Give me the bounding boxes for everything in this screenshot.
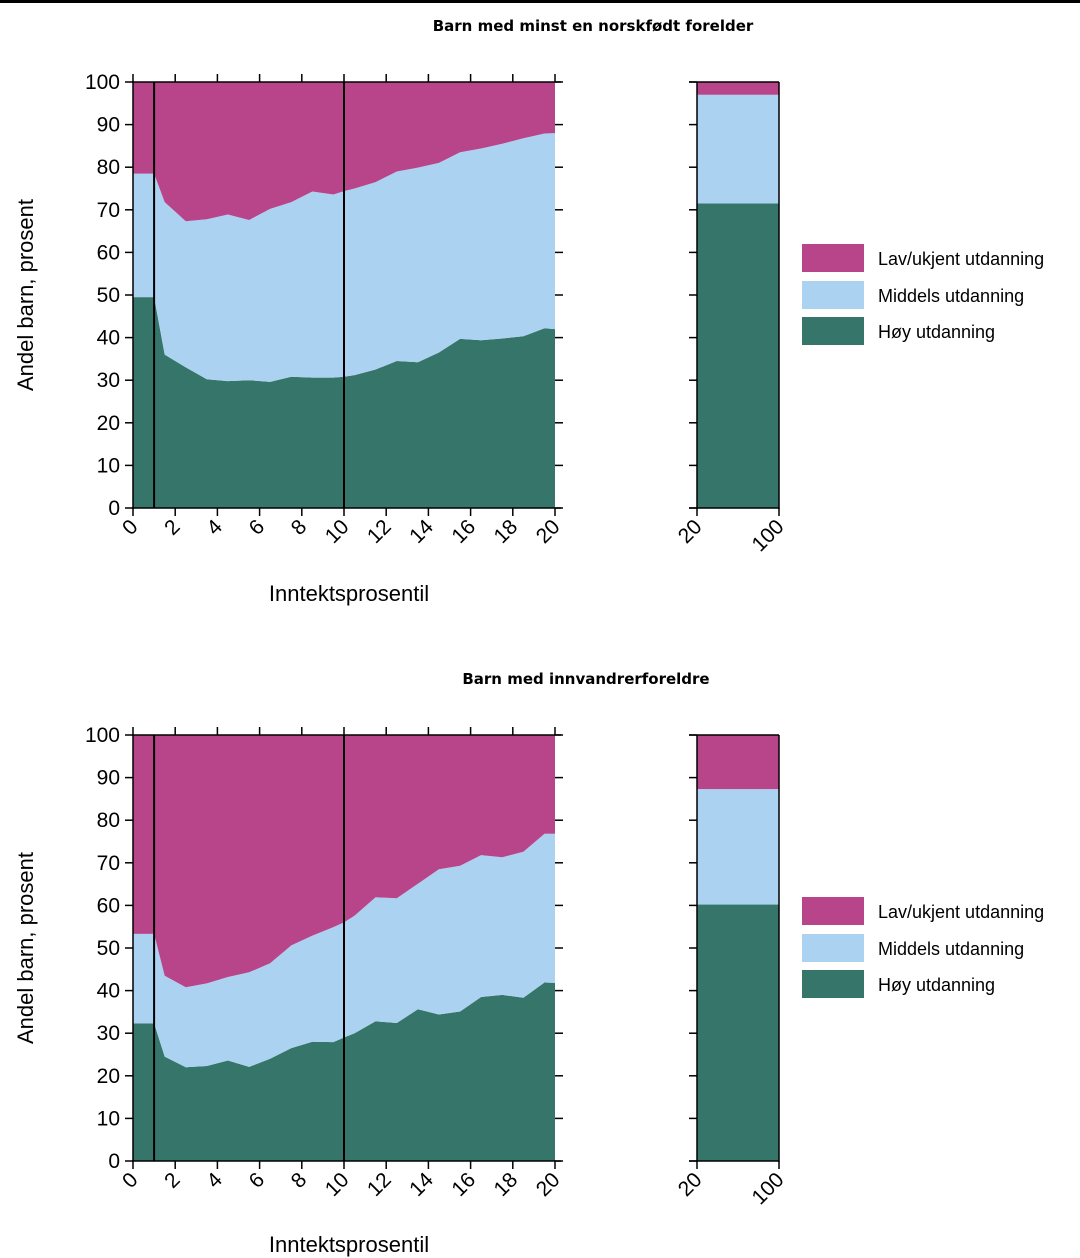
legend-2-label-high: Høy utdanning xyxy=(878,975,995,995)
panel-2-x-tick-label: 10 xyxy=(321,1168,354,1201)
panel-2-y-axis-label: Andel barn, prosent xyxy=(13,852,38,1044)
panel-1-y-tick-label: 50 xyxy=(97,284,120,307)
panel-2-y-tick-label: 10 xyxy=(97,1107,120,1130)
panel-1-y-tick-label: 10 xyxy=(97,454,120,477)
panel-2-bar-x-tick-label: 20 xyxy=(674,1168,707,1201)
panel-1-y-tick-label: 20 xyxy=(97,412,120,435)
panel-2-x-tick-label: 14 xyxy=(405,1168,438,1201)
legend-2-swatch-mid xyxy=(802,934,864,962)
panel-2-y-tick-label: 40 xyxy=(97,980,120,1003)
panel-1-x-tick-label: 18 xyxy=(490,515,523,548)
legend-1-swatch-low xyxy=(802,244,864,272)
panel-2-x-tick-label: 18 xyxy=(490,1168,523,1201)
panel-2-y-tick-label: 60 xyxy=(97,894,120,917)
legend-1-label-low: Lav/ukjent utdanning xyxy=(878,249,1044,269)
panel-1-title: Barn med minst en norskfødt forelder xyxy=(433,17,754,35)
legend-2-swatch-low xyxy=(802,897,864,925)
panel-1-x-tick-label: 4 xyxy=(202,515,227,540)
panel-1-y-tick-label: 30 xyxy=(97,369,120,392)
panel-2-x-tick-label: 6 xyxy=(245,1168,270,1193)
panel-1-y-tick-label: 40 xyxy=(97,327,120,350)
top-rule xyxy=(0,0,1080,3)
legend-2-swatch-high xyxy=(802,970,864,998)
panel-2-y-tick-label: 0 xyxy=(108,1150,120,1173)
panel-2-x-tick-label: 16 xyxy=(447,1168,480,1201)
panel-1-y-tick-label: 0 xyxy=(108,497,120,520)
panel-1-x-axis-label: Inntektsprosentil xyxy=(269,581,429,606)
legend-1-swatch-high xyxy=(802,317,864,345)
panel-2-x-tick-label: 8 xyxy=(287,1168,312,1193)
panel-1-x-tick-label: 6 xyxy=(245,515,270,540)
panel-2-x-tick-label: 4 xyxy=(202,1168,227,1193)
legend-2-label-mid: Middels utdanning xyxy=(878,939,1024,959)
panel-2-x-axis-label: Inntektsprosentil xyxy=(269,1232,429,1257)
panel-1-x-tick-label: 14 xyxy=(405,515,438,548)
panel-2-y-tick-label: 80 xyxy=(97,809,120,832)
panel-1-x-tick-label: 10 xyxy=(321,515,354,548)
panel-1-y-tick-label: 80 xyxy=(97,156,120,179)
panel-2-x-tick-label: 0 xyxy=(118,1168,143,1193)
panel-2-y-tick-label: 50 xyxy=(97,937,120,960)
panel-2-x-tick-label: 20 xyxy=(532,1168,565,1201)
panel-1-y-tick-label: 60 xyxy=(97,241,120,264)
panel-1-x-tick-label: 12 xyxy=(363,515,396,548)
panel-1-bar-segment-mid xyxy=(697,94,779,204)
panel-2-title: Barn med innvandrerforeldre xyxy=(462,670,709,688)
panel-2-x-tick-label: 2 xyxy=(160,1168,185,1193)
panel-1-bar-x-tick-label: 100 xyxy=(747,515,788,556)
panel-2-x-tick-label: 12 xyxy=(363,1168,396,1201)
panel-1-y-axis-label: Andel barn, prosent xyxy=(13,199,38,391)
panel-2-y-tick-label: 70 xyxy=(97,852,120,875)
panel-1-bar-segment-low xyxy=(697,82,779,95)
panel-1-y-tick-label: 100 xyxy=(85,71,120,94)
panel-1-x-tick-label: 2 xyxy=(160,515,185,540)
legend-1-label-mid: Middels utdanning xyxy=(878,286,1024,306)
panel-2-bar-segment-mid xyxy=(697,789,779,905)
panel-1-x-tick-label: 16 xyxy=(447,515,480,548)
panel-1-x-tick-label: 0 xyxy=(118,515,143,540)
panel-1-x-tick-label: 8 xyxy=(287,515,312,540)
legend-1-label-high: Høy utdanning xyxy=(878,322,995,342)
panel-2-y-tick-label: 20 xyxy=(97,1065,120,1088)
panel-1-y-tick-label: 90 xyxy=(97,114,120,137)
panel-2-bar-segment-low xyxy=(697,735,779,790)
legend-2-label-low: Lav/ukjent utdanning xyxy=(878,902,1044,922)
panel-1-y-tick-label: 70 xyxy=(97,199,120,222)
panel-2-y-tick-label: 100 xyxy=(85,724,120,747)
legend-1-swatch-mid xyxy=(802,281,864,309)
panel-1-bar-x-tick-label: 20 xyxy=(674,515,707,548)
panel-2-y-tick-label: 90 xyxy=(97,767,120,790)
panel-1-x-tick-label: 20 xyxy=(532,515,565,548)
panel-2-bar-x-tick-label: 100 xyxy=(747,1168,788,1209)
panel-2-y-tick-label: 30 xyxy=(97,1022,120,1045)
panel-2-bar-segment-high xyxy=(697,904,779,1161)
panel-1-bar-segment-high xyxy=(697,203,779,508)
